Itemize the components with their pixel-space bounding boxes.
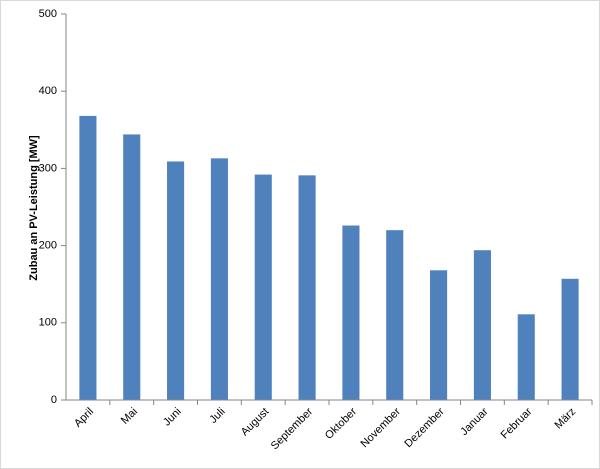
bar [561, 278, 579, 400]
bar [386, 230, 404, 400]
bar [167, 161, 185, 400]
y-tick-label: 0 [51, 394, 57, 406]
bar [430, 270, 448, 400]
bar [298, 175, 316, 400]
bar [123, 134, 141, 400]
bar [79, 115, 97, 401]
bar [517, 314, 535, 400]
y-tick-label: 200 [39, 240, 57, 252]
y-tick-label: 500 [39, 8, 57, 20]
y-axis-label: Zubau an PV-Leistung [MW] [28, 135, 40, 281]
bar [210, 158, 228, 400]
bar [342, 225, 360, 400]
y-tick-label: 100 [39, 317, 57, 329]
bar [254, 174, 272, 400]
bar [473, 250, 491, 400]
y-tick-label: 400 [39, 85, 57, 97]
y-tick-label: 300 [39, 162, 57, 174]
